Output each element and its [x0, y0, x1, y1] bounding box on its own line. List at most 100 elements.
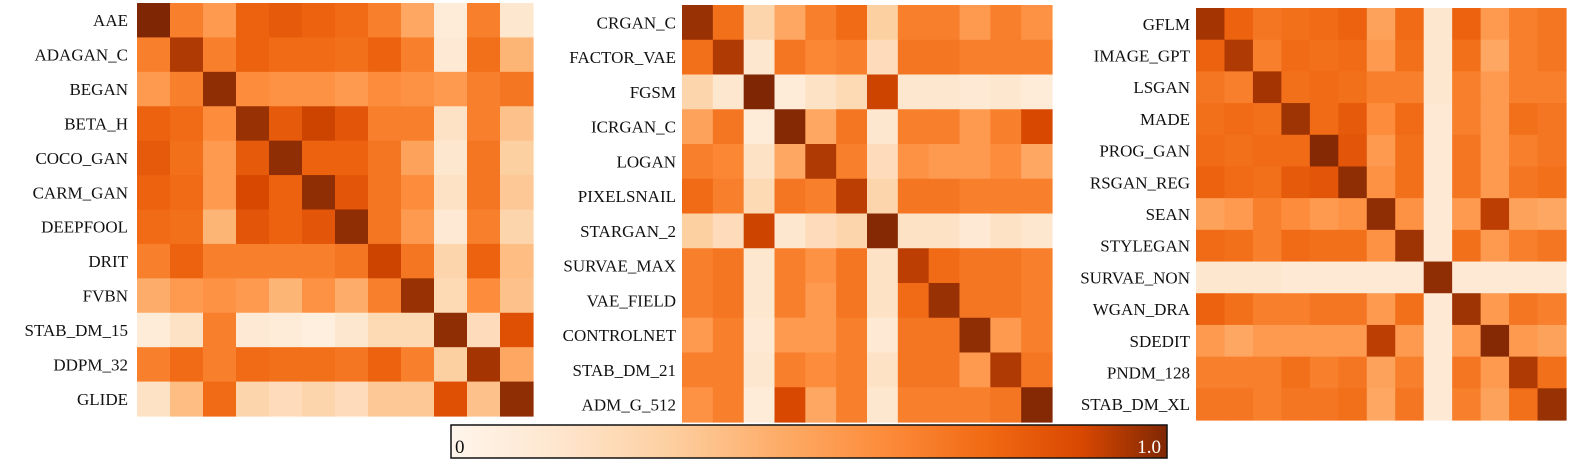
heatmap-cell: [170, 71, 204, 107]
heatmap-cell: [1252, 388, 1282, 421]
colorbar-gradient: [450, 424, 1168, 459]
heatmap-cell: [335, 243, 369, 279]
heatmap-cell: [743, 144, 776, 180]
heatmap-cell: [203, 381, 237, 417]
heatmap-cell: [805, 352, 837, 388]
heatmap-cell: [990, 178, 1022, 215]
heatmap-cell: [743, 387, 776, 423]
heatmap-cell: [434, 243, 468, 279]
heatmap-cell: [269, 175, 303, 211]
heatmap-cell: [1366, 293, 1396, 326]
heatmap-cell: [1252, 261, 1282, 294]
heatmap-cell: [774, 109, 806, 145]
heatmap-cell: [1366, 166, 1396, 199]
row-label: CARM_GAN: [33, 183, 128, 202]
heatmap-cell: [1196, 71, 1226, 104]
heatmap-cell: [1021, 178, 1053, 215]
heatmap-cell: [302, 106, 336, 142]
heatmap-cell: [1509, 39, 1539, 72]
heatmap-cell: [203, 243, 237, 279]
heatmap-cell: [434, 278, 468, 314]
heatmap-cell: [990, 317, 1022, 354]
heatmap-cell: [1395, 293, 1425, 326]
heatmap-cell: [1224, 39, 1254, 72]
heatmap-cell: [959, 248, 991, 284]
heatmap-cell: [836, 317, 868, 354]
heatmap-cell: [1509, 388, 1539, 421]
heatmap-cell: [1309, 134, 1339, 168]
heatmap-cell: [1338, 356, 1368, 389]
heatmap-cell: [743, 213, 776, 249]
heatmap-cell: [236, 175, 270, 211]
heatmap-cell: [1537, 39, 1567, 72]
heatmap-cell: [434, 175, 468, 211]
row-label: ADM_G_512: [582, 396, 676, 415]
heatmap-cell: [170, 140, 204, 176]
heatmap-cell: [1338, 198, 1368, 231]
heatmap-cell: [990, 248, 1022, 284]
row-label: ICRGAN_C: [591, 118, 676, 137]
heatmap-cell: [682, 283, 714, 319]
heatmap-cell: [203, 71, 237, 107]
colorbar-max-label: 1.0: [1137, 437, 1161, 458]
heatmap-cell: [434, 347, 468, 383]
heatmap-cell: [335, 140, 369, 176]
row-label: IMAGE_GPT: [1094, 47, 1191, 66]
heatmap-cell: [1452, 293, 1482, 326]
heatmap-cell: [335, 3, 369, 39]
heatmap-cell: [170, 209, 204, 245]
heatmap-cell: [1480, 39, 1510, 72]
heatmap-cell: [1196, 166, 1226, 199]
heatmap-cell: [1480, 198, 1510, 231]
heatmap-cell: [836, 352, 868, 388]
heatmap-cell: [712, 39, 745, 76]
heatmap-cell: [302, 209, 336, 245]
heatmap-cell: [1423, 324, 1453, 358]
heatmap-cell: [401, 106, 435, 142]
heatmap-cell: [500, 37, 534, 73]
heatmap-cell: [682, 144, 714, 180]
heatmap-cell: [1452, 134, 1482, 168]
heatmap-cell: [203, 175, 237, 211]
row-label: STAB_DM_15: [25, 321, 129, 340]
heatmap-cell: [1366, 324, 1396, 358]
row-label: COCO_GAN: [35, 149, 128, 168]
heatmap-cell: [743, 74, 776, 110]
heatmap-cell: [467, 175, 501, 211]
heatmap-cell: [500, 71, 534, 107]
heatmap-cell: [1281, 8, 1311, 41]
heatmap-cell: [401, 140, 435, 176]
heatmap-cell: [928, 387, 961, 423]
heatmap-cell: [203, 209, 237, 245]
heatmap-cell: [236, 381, 270, 417]
heatmap-cell: [867, 109, 899, 145]
heatmap-cell: [137, 381, 171, 417]
heatmap-cell: [990, 387, 1022, 423]
heatmap-cell: [1423, 356, 1453, 389]
heatmap-cell: [712, 352, 745, 388]
heatmap-cell: [1423, 293, 1453, 326]
heatmap-cell: [928, 5, 961, 41]
heatmap-cell: [1281, 71, 1311, 104]
heatmap-cell: [959, 74, 991, 110]
heatmap-cell: [1509, 198, 1539, 231]
heatmap-cell: [682, 387, 714, 423]
heatmap-cell: [1423, 71, 1453, 104]
heatmap-cell: [712, 283, 745, 319]
heatmap-cell: [302, 71, 336, 107]
heatmap-cell: [269, 278, 303, 314]
heatmap-cell: [1537, 71, 1567, 104]
heatmap-cell: [434, 140, 468, 176]
heatmap-cell: [335, 106, 369, 142]
heatmap-cell: [1021, 317, 1053, 354]
heatmap-cell: [1537, 324, 1567, 358]
heatmap-cell: [959, 178, 991, 215]
heatmap-cell: [928, 213, 961, 249]
heatmap-cell: [1224, 134, 1254, 168]
heatmap-cell: [1480, 324, 1510, 358]
heatmap-cell: [1366, 8, 1396, 41]
heatmap-cell: [1423, 166, 1453, 199]
heatmap-cell: [1338, 324, 1368, 358]
heatmap-cell: [1509, 324, 1539, 358]
heatmap-cell: [434, 71, 468, 107]
